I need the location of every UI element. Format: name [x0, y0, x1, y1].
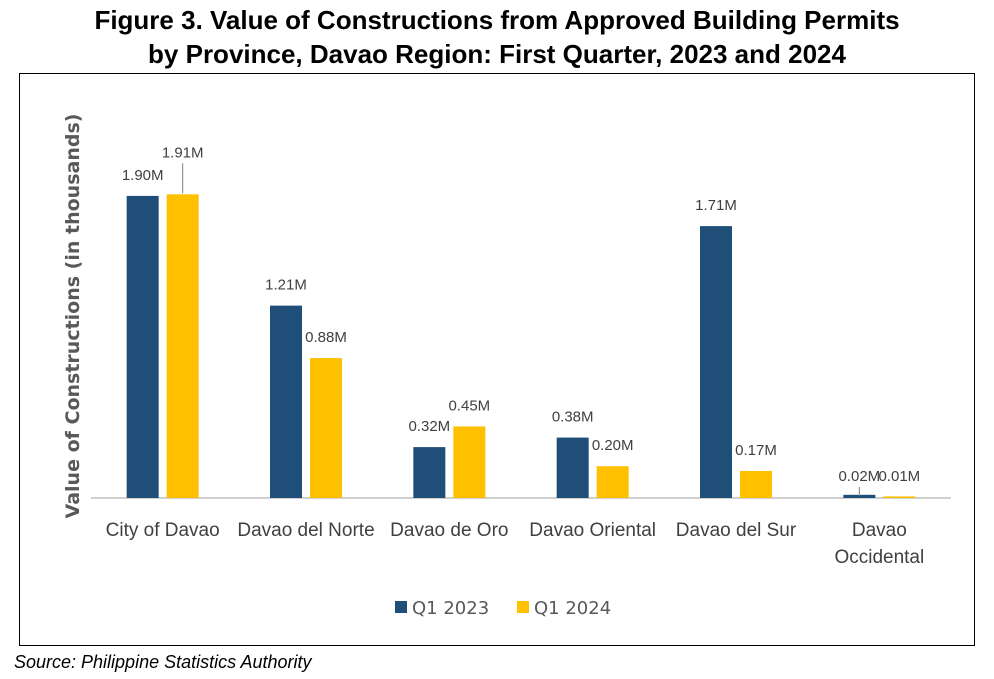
bar-q1-2023	[413, 447, 446, 498]
legend-label-q1-2024: Q1 2024	[534, 598, 611, 619]
data-label: 0.88M	[305, 329, 347, 346]
x-tick-label: Davao del Norte	[237, 520, 374, 541]
bar-q1-2024	[596, 466, 629, 498]
data-label: 0.01M	[878, 468, 920, 485]
x-tick-label: Davao de Oro	[390, 520, 508, 541]
bar-q1-2024	[883, 496, 916, 498]
x-tick-label: Davao Oriental	[529, 520, 656, 541]
chart-title-line-2: by Province, Davao Region: First Quarter…	[148, 39, 846, 69]
x-tick-label: Davao	[852, 520, 907, 541]
bar-q1-2024	[740, 470, 772, 498]
bar-q1-2023	[556, 437, 589, 498]
data-label: 0.32M	[408, 418, 450, 435]
bar-q1-2023	[126, 195, 159, 498]
bar-q1-2024	[166, 194, 199, 498]
data-label: 0.02M	[838, 468, 880, 485]
bar-q1-2024	[310, 358, 342, 498]
data-label: 1.21M	[265, 277, 307, 294]
bar-q1-2023	[700, 226, 732, 499]
x-tick-label: Occidental	[834, 547, 924, 568]
data-label: 0.38M	[552, 409, 594, 426]
legend-swatch-q1-2024	[517, 601, 529, 613]
y-axis-label: Value of Constructions (in thousands)	[62, 114, 84, 519]
legend-swatch-q1-2023	[395, 601, 407, 613]
data-label: 0.20M	[592, 437, 634, 454]
x-tick-label: Davao del Sur	[676, 520, 797, 541]
bar-q1-2023	[270, 305, 302, 498]
data-label: 0.17M	[735, 442, 777, 459]
data-label: 1.91M	[162, 144, 204, 161]
chart-title-line-1: Figure 3. Value of Constructions from Ap…	[94, 5, 900, 35]
source-note: Source: Philippine Statistics Authority	[14, 652, 312, 672]
legend-label-q1-2023: Q1 2023	[412, 598, 489, 619]
data-label: 0.45M	[448, 397, 490, 414]
x-tick-label: City of Davao	[106, 520, 220, 541]
chart-title: Figure 3. Value of Constructions from Ap…	[0, 3, 994, 71]
data-label: 1.71M	[695, 197, 737, 214]
data-label: 1.90M	[122, 167, 164, 184]
bar-q1-2024	[453, 426, 486, 498]
bar-q1-2023	[843, 494, 876, 498]
chart-area	[19, 73, 975, 646]
